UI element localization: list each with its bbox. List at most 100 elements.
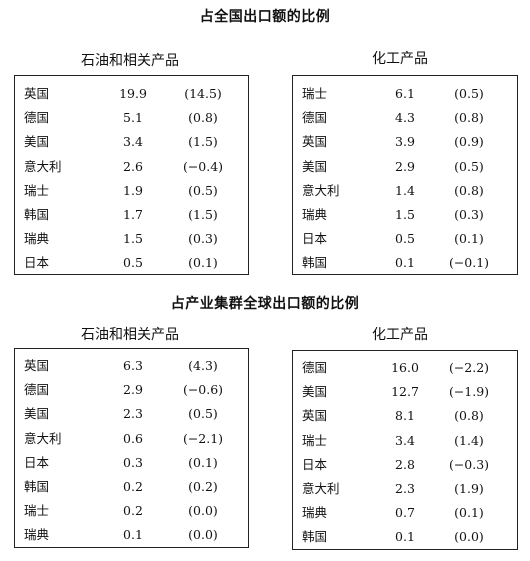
table-row: 韩国 1.7 (1.5) bbox=[15, 203, 248, 227]
change-value: (−0.4) bbox=[182, 158, 224, 174]
change-value: (0.2) bbox=[188, 478, 218, 494]
change-value: (0.1) bbox=[188, 454, 218, 470]
table-row: 瑞典 1.5 (0.3) bbox=[15, 227, 248, 251]
share-value: 4.3 bbox=[395, 110, 415, 126]
change-value: (0.1) bbox=[188, 255, 218, 271]
change-value: (0.8) bbox=[454, 408, 484, 424]
table-row: 韩国 0.2 (0.2) bbox=[15, 475, 248, 499]
share-value: 0.3 bbox=[123, 454, 143, 470]
table-row: 日本 0.3 (0.1) bbox=[15, 451, 248, 475]
country-name: 瑞典 bbox=[24, 527, 50, 543]
section-title-global: 占产业集群全球出口额的比例 bbox=[170, 296, 360, 312]
share-value: 0.2 bbox=[123, 503, 143, 519]
share-value: 0.7 bbox=[395, 505, 415, 521]
share-value: 2.6 bbox=[123, 158, 143, 174]
share-value: 0.1 bbox=[395, 529, 415, 545]
share-value: 0.5 bbox=[395, 231, 415, 247]
table-chemicals-national: 瑞士 6.1 (0.5) 德国 4.3 (0.8) 英国 3.9 (0.9) 美国 2.9 (0.5)… bbox=[292, 75, 518, 275]
country-name: 瑞士 bbox=[302, 86, 328, 101]
table-row: 德国 4.3 (0.8) bbox=[293, 106, 517, 130]
share-value: 5.1 bbox=[123, 110, 143, 126]
table-row: 美国 12.7 (−1.9) bbox=[293, 380, 517, 404]
change-value: (0.8) bbox=[454, 182, 484, 198]
table-petroleum-global: 英国 6.3 (4.3) 德国 2.9 (−0.6) 美国 2.3 (0.5) 意大利 0.6 (−2… bbox=[14, 348, 249, 548]
share-value: 0.1 bbox=[395, 255, 415, 271]
country-name: 瑞士 bbox=[24, 503, 50, 519]
share-value: 3.4 bbox=[123, 134, 143, 150]
table-row: 意大利 0.6 (−2.1) bbox=[15, 427, 248, 451]
table-row: 美国 3.4 (1.5) bbox=[15, 130, 248, 154]
table-row: 美国 2.9 (0.5) bbox=[293, 155, 517, 179]
share-value: 8.1 bbox=[395, 408, 415, 424]
table-row: 日本 0.5 (0.1) bbox=[293, 227, 517, 251]
change-value: (1.5) bbox=[188, 134, 218, 150]
share-value: 1.5 bbox=[123, 231, 143, 247]
change-value: (0.1) bbox=[454, 231, 484, 247]
table-row: 意大利 2.6 (−0.4) bbox=[15, 155, 248, 179]
table-petroleum-national: 英国 19.9 (14.5) 德国 5.1 (0.8) 美国 3.4 (1.5) 意大利 2.6 (−… bbox=[14, 75, 249, 275]
table-row: 瑞士 3.4 (1.4) bbox=[293, 429, 517, 453]
share-value: 2.8 bbox=[395, 456, 415, 472]
change-value: (0.1) bbox=[454, 505, 484, 521]
change-value: (1.5) bbox=[188, 206, 218, 222]
share-value: 19.9 bbox=[119, 86, 147, 101]
panel-title-petroleum-national: 石油和相关产品 bbox=[81, 53, 179, 69]
country-name: 韩国 bbox=[24, 478, 50, 494]
change-value: (0.8) bbox=[454, 110, 484, 126]
country-name: 瑞典 bbox=[302, 206, 328, 222]
table-row: 英国 8.1 (0.8) bbox=[293, 404, 517, 428]
country-name: 韩国 bbox=[24, 206, 50, 222]
country-name: 美国 bbox=[302, 158, 328, 174]
country-name: 韩国 bbox=[302, 529, 328, 545]
change-value: (1.9) bbox=[454, 480, 484, 496]
country-name: 日本 bbox=[24, 454, 50, 470]
country-name: 日本 bbox=[302, 231, 328, 247]
panel-title-petroleum-global: 石油和相关产品 bbox=[81, 327, 179, 343]
country-name: 意大利 bbox=[302, 182, 340, 198]
change-value: (0.0) bbox=[188, 527, 218, 543]
share-value: 1.5 bbox=[395, 206, 415, 222]
country-name: 瑞士 bbox=[302, 432, 328, 448]
share-value: 2.9 bbox=[123, 382, 143, 398]
table-row: 意大利 2.3 (1.9) bbox=[293, 477, 517, 501]
table-row: 英国 6.3 (4.3) bbox=[15, 354, 248, 378]
country-name: 美国 bbox=[24, 134, 50, 150]
share-value: 0.5 bbox=[123, 255, 143, 271]
table-row: 瑞典 0.7 (0.1) bbox=[293, 501, 517, 525]
share-value: 1.7 bbox=[123, 206, 143, 222]
change-value: (−0.3) bbox=[448, 456, 490, 472]
table-row: 英国 19.9 (14.5) bbox=[15, 82, 248, 106]
country-name: 美国 bbox=[302, 384, 328, 400]
change-value: (14.5) bbox=[184, 86, 222, 101]
country-name: 意大利 bbox=[302, 480, 340, 496]
change-value: (0.3) bbox=[454, 206, 484, 222]
change-value: (−0.1) bbox=[448, 255, 490, 271]
share-value: 3.4 bbox=[395, 432, 415, 448]
share-value: 16.0 bbox=[391, 360, 419, 375]
share-value: 3.9 bbox=[395, 134, 415, 150]
share-value: 6.3 bbox=[123, 358, 143, 373]
country-name: 瑞典 bbox=[302, 505, 328, 521]
table-row: 瑞士 0.2 (0.0) bbox=[15, 499, 248, 523]
country-name: 英国 bbox=[24, 358, 50, 373]
table-row: 意大利 1.4 (0.8) bbox=[293, 179, 517, 203]
table-row: 日本 0.5 (0.1) bbox=[15, 251, 248, 275]
table-row: 日本 2.8 (−0.3) bbox=[293, 453, 517, 477]
change-value: (0.5) bbox=[454, 158, 484, 174]
country-name: 英国 bbox=[24, 86, 50, 101]
share-value: 2.3 bbox=[123, 406, 143, 422]
panel-title-chemicals-national: 化工产品 bbox=[372, 51, 428, 67]
change-value: (0.5) bbox=[188, 182, 218, 198]
table-row: 瑞士 1.9 (0.5) bbox=[15, 179, 248, 203]
country-name: 意大利 bbox=[24, 158, 62, 174]
change-value: (−0.6) bbox=[182, 382, 224, 398]
share-value: 0.2 bbox=[123, 478, 143, 494]
country-name: 德国 bbox=[302, 110, 328, 126]
table-row: 德国 2.9 (−0.6) bbox=[15, 378, 248, 402]
change-value: (0.0) bbox=[454, 529, 484, 545]
table-row: 瑞典 1.5 (0.3) bbox=[293, 203, 517, 227]
table-row: 瑞典 0.1 (0.0) bbox=[15, 523, 248, 547]
change-value: (−1.9) bbox=[448, 384, 490, 400]
table-row: 瑞士 6.1 (0.5) bbox=[293, 82, 517, 106]
country-name: 美国 bbox=[24, 406, 50, 422]
